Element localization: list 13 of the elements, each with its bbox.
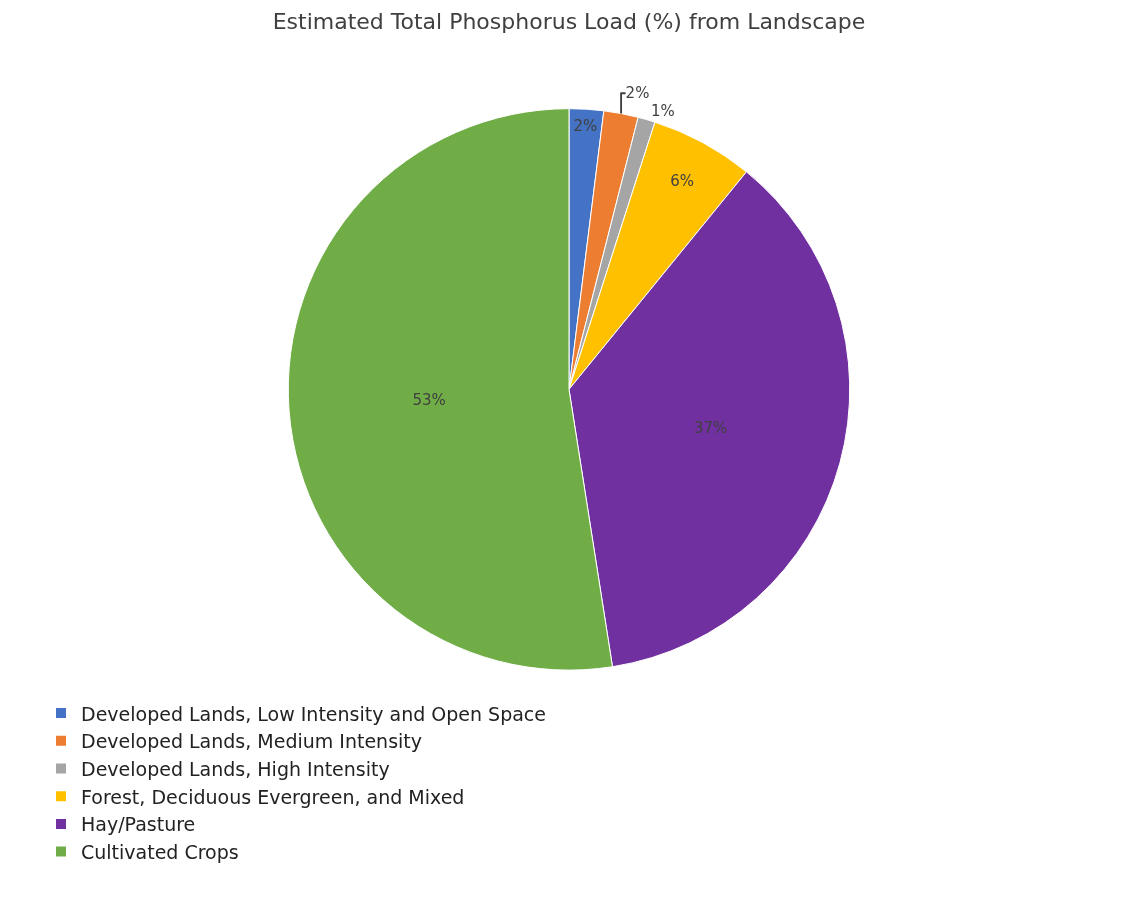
legend-label: Developed Lands, Low Intensity and Open Space xyxy=(81,702,546,725)
data-label: 6% xyxy=(670,172,694,191)
data-label: 37% xyxy=(693,418,728,437)
legend-label: Hay/Pasture xyxy=(81,813,196,836)
legend-label: Developed Lands, Medium Intensity xyxy=(81,730,423,753)
data-label: 53% xyxy=(412,391,446,410)
legend-label: Developed Lands, High Intensity xyxy=(81,757,390,780)
legend-label: Cultivated Crops xyxy=(81,841,239,863)
legend-label: Forest, Deciduous Evergreen, and Mixed xyxy=(81,785,465,808)
data-label: 2% xyxy=(625,84,650,103)
data-label: 2% xyxy=(573,116,598,135)
chart-title: Estimated Total Phosphorus Load (%) from Landscape xyxy=(272,8,866,34)
data-label: 1% xyxy=(651,102,675,121)
